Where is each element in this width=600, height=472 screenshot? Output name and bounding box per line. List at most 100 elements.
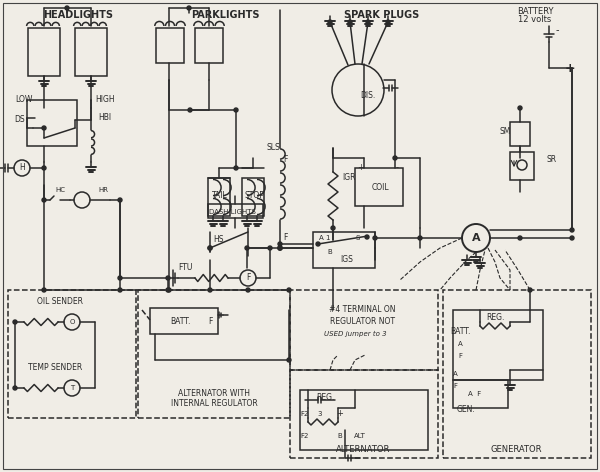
Circle shape xyxy=(278,246,282,250)
Circle shape xyxy=(245,246,249,250)
Bar xyxy=(208,204,263,218)
Text: ALTERNATOR WITH: ALTERNATOR WITH xyxy=(178,389,250,398)
Text: F: F xyxy=(458,353,462,359)
Bar xyxy=(27,100,77,146)
Text: LOW: LOW xyxy=(15,95,32,104)
Bar xyxy=(242,178,264,216)
Text: TAIL: TAIL xyxy=(212,192,228,201)
Text: SR: SR xyxy=(547,155,557,165)
Bar xyxy=(510,152,534,180)
Bar xyxy=(453,380,508,408)
Bar xyxy=(75,28,107,76)
Text: -: - xyxy=(395,163,398,172)
Text: 3: 3 xyxy=(318,411,322,417)
Bar xyxy=(150,308,218,334)
Text: FTU: FTU xyxy=(178,263,192,272)
Circle shape xyxy=(118,288,122,292)
Text: S: S xyxy=(356,235,360,241)
Circle shape xyxy=(278,246,282,250)
Text: F2: F2 xyxy=(301,433,309,439)
Bar xyxy=(300,390,428,450)
Circle shape xyxy=(208,246,212,250)
Text: GENERATOR: GENERATOR xyxy=(490,446,542,455)
Text: O: O xyxy=(70,319,74,325)
Circle shape xyxy=(278,246,282,250)
Text: OIL SENDER: OIL SENDER xyxy=(37,297,83,306)
Circle shape xyxy=(166,276,170,280)
Circle shape xyxy=(287,288,291,292)
Bar xyxy=(138,290,290,418)
Circle shape xyxy=(118,276,122,280)
Text: HIGH: HIGH xyxy=(95,95,115,104)
Circle shape xyxy=(528,288,532,292)
Bar xyxy=(208,178,230,216)
Text: A 1: A 1 xyxy=(319,235,331,241)
Text: F: F xyxy=(246,273,250,283)
Text: +: + xyxy=(565,61,575,75)
Text: USED jumper to 3: USED jumper to 3 xyxy=(323,331,386,337)
Text: DIS.: DIS. xyxy=(361,92,376,101)
Text: ALTERNATOR: ALTERNATOR xyxy=(336,446,390,455)
Circle shape xyxy=(187,6,191,10)
Circle shape xyxy=(42,166,46,170)
Circle shape xyxy=(366,20,370,24)
Bar xyxy=(290,290,438,370)
Circle shape xyxy=(188,108,192,112)
Circle shape xyxy=(234,166,238,170)
Text: INTERNAL REGULATOR: INTERNAL REGULATOR xyxy=(170,399,257,408)
Text: REG.: REG. xyxy=(486,313,504,322)
Text: F: F xyxy=(283,234,287,243)
Circle shape xyxy=(418,236,422,240)
Text: ALT: ALT xyxy=(354,433,366,439)
Text: SM: SM xyxy=(499,127,511,136)
Circle shape xyxy=(208,246,212,250)
Text: BATTERY: BATTERY xyxy=(517,8,553,17)
Text: REGULATOR NOT: REGULATOR NOT xyxy=(329,318,395,327)
Text: +: + xyxy=(337,410,343,419)
Bar xyxy=(313,232,375,268)
Circle shape xyxy=(166,288,170,292)
Text: BATT.: BATT. xyxy=(450,328,470,337)
Text: HBI: HBI xyxy=(98,113,111,123)
Text: A: A xyxy=(452,371,457,377)
Text: TEMP SENDER: TEMP SENDER xyxy=(28,363,82,372)
Circle shape xyxy=(518,106,522,110)
Circle shape xyxy=(570,236,574,240)
Text: COIL: COIL xyxy=(371,184,389,193)
Circle shape xyxy=(278,242,282,246)
Text: HEADLIGHTS: HEADLIGHTS xyxy=(43,10,113,20)
Text: A: A xyxy=(472,233,481,243)
Text: +: + xyxy=(358,163,364,172)
Circle shape xyxy=(393,156,397,160)
Text: F: F xyxy=(453,383,457,389)
Circle shape xyxy=(268,246,272,250)
Circle shape xyxy=(365,235,369,239)
Text: IGS: IGS xyxy=(341,255,353,264)
Circle shape xyxy=(234,108,238,112)
Text: A  F: A F xyxy=(469,391,482,397)
Text: REG.: REG. xyxy=(316,393,334,402)
Circle shape xyxy=(13,386,17,390)
Circle shape xyxy=(246,288,250,292)
Text: A: A xyxy=(458,341,463,347)
Text: GEN.: GEN. xyxy=(457,405,475,414)
Text: PARKLIGHTS: PARKLIGHTS xyxy=(191,10,259,20)
Circle shape xyxy=(42,126,46,130)
Circle shape xyxy=(348,20,352,24)
Bar xyxy=(290,370,438,458)
Circle shape xyxy=(373,236,377,240)
Text: F: F xyxy=(283,155,287,165)
Bar xyxy=(453,310,543,380)
Text: SLS: SLS xyxy=(266,143,280,152)
Bar xyxy=(443,290,591,458)
Text: DASH LIGHTS: DASH LIGHTS xyxy=(209,209,256,215)
Circle shape xyxy=(570,228,574,232)
Circle shape xyxy=(42,198,46,202)
Circle shape xyxy=(331,226,335,230)
Circle shape xyxy=(386,20,390,24)
Text: BATT.: BATT. xyxy=(170,318,190,327)
Bar xyxy=(355,168,403,206)
Circle shape xyxy=(167,288,171,292)
Text: HR: HR xyxy=(98,187,108,193)
Circle shape xyxy=(65,6,69,10)
